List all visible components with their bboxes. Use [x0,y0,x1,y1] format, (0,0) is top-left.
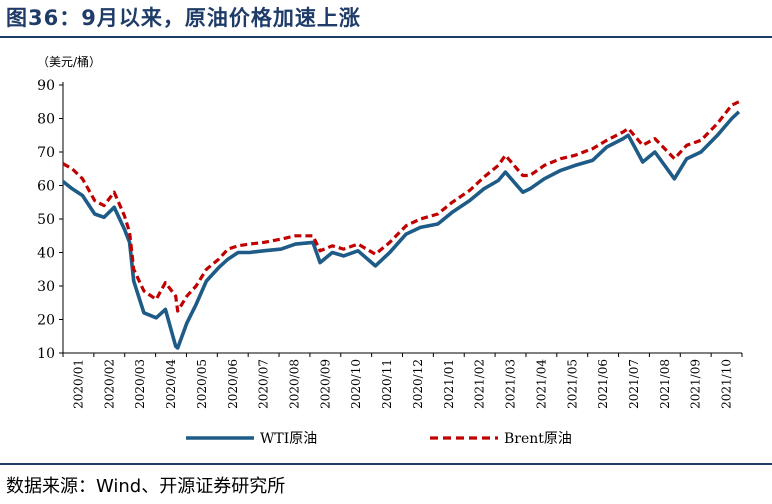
x-tick-label: 2020/06 [226,359,240,409]
legend-wti-label: WTI原油 [260,431,317,447]
series-line-wti [61,110,741,350]
x-tick-label: 2020/03 [133,359,147,409]
series-layer [61,100,741,350]
x-tick-label: 2021/08 [658,359,672,409]
x-tick-label: 2021/04 [534,359,548,409]
x-tick-label: 2020/11 [380,359,394,409]
y-tick-label: 70 [37,145,55,161]
x-tick-label: 2021/06 [596,359,610,409]
x-tick-label: 2020/10 [349,359,363,409]
y-tick-label: 80 [37,112,55,128]
legend: WTI原油 Brent原油 [186,431,572,447]
x-tick-label: 2021/02 [473,359,487,409]
x-tick-label: 2021/07 [627,359,641,409]
figure-title: 图36：9月以来，原油价格加速上涨 [6,6,361,30]
y-tick-label: 50 [37,212,55,228]
series-line-brent [62,100,740,313]
source-rule [0,463,772,465]
x-tick-label: 2020/01 [71,359,85,409]
legend-brent-label: Brent原油 [504,431,572,447]
x-tick-label: 2020/07 [257,359,271,409]
x-tick-label: 2021/01 [442,359,456,409]
x-tick-label: 2020/08 [287,359,301,409]
x-tick-label: 2021/05 [565,359,579,409]
x-tick-label: 2021/09 [689,359,703,409]
unit-label: （美元/桶） [37,54,101,69]
y-axis: 90 80 70 60 50 40 30 20 10 [37,78,64,362]
y-tick-label: 90 [37,78,55,94]
y-tick-label: 10 [37,346,55,362]
y-tick-label: 20 [37,313,55,329]
title-rule [0,36,772,38]
x-tick-label: 2020/04 [164,359,178,409]
x-axis: 2020/01 2020/02 2020/03 2020/04 2020/05 2020/… [62,352,743,409]
source-note: 数据来源：Wind、开源证券研究所 [6,476,286,497]
y-tick-label: 30 [37,279,55,295]
x-tick-label: 2020/02 [102,359,116,409]
y-tick-label: 60 [37,179,55,195]
x-tick-label: 2020/12 [411,359,425,409]
x-tick-label: 2020/09 [318,359,332,409]
x-tick-label: 2021/03 [504,359,518,409]
x-tick-label: 2020/05 [195,359,209,409]
x-tick-label: 2021/10 [720,359,734,409]
y-tick-label: 40 [37,246,55,262]
